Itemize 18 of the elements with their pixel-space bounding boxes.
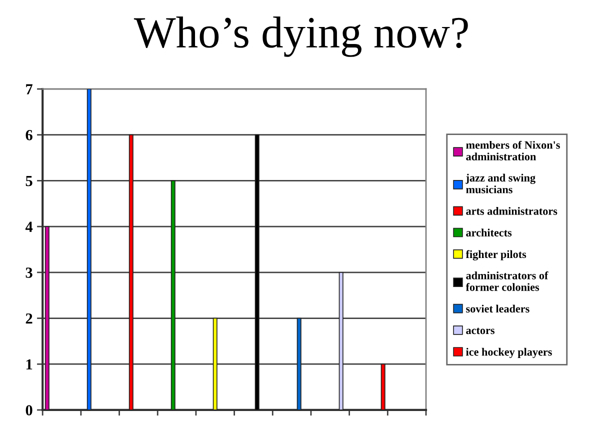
y-tick-label: 3 xyxy=(26,268,32,278)
legend-label: jazz and swing musicians xyxy=(466,174,536,194)
legend-label: arts administrators xyxy=(466,207,558,215)
legend-label: fighter pilots xyxy=(466,250,526,260)
y-tick-label: 0 xyxy=(26,405,32,416)
y-tick-label: 2 xyxy=(26,313,32,324)
legend-label: administrators of former colonies xyxy=(466,271,548,291)
legend-label: architects xyxy=(466,228,512,236)
legend-label: actors xyxy=(466,328,495,334)
legend-label: members of Nixon's administration xyxy=(466,140,560,160)
y-tick-label: 7 xyxy=(26,84,33,94)
legend-label: soviet leaders xyxy=(466,304,530,313)
y-tick-label: 4 xyxy=(25,222,33,232)
y-tick-label: 6 xyxy=(26,130,32,140)
chart-title: Who’s dying now? xyxy=(134,16,468,57)
y-tick-label: 5 xyxy=(26,176,32,186)
legend-label: ice hockey players xyxy=(466,348,552,358)
y-tick-label: 1 xyxy=(26,359,32,370)
